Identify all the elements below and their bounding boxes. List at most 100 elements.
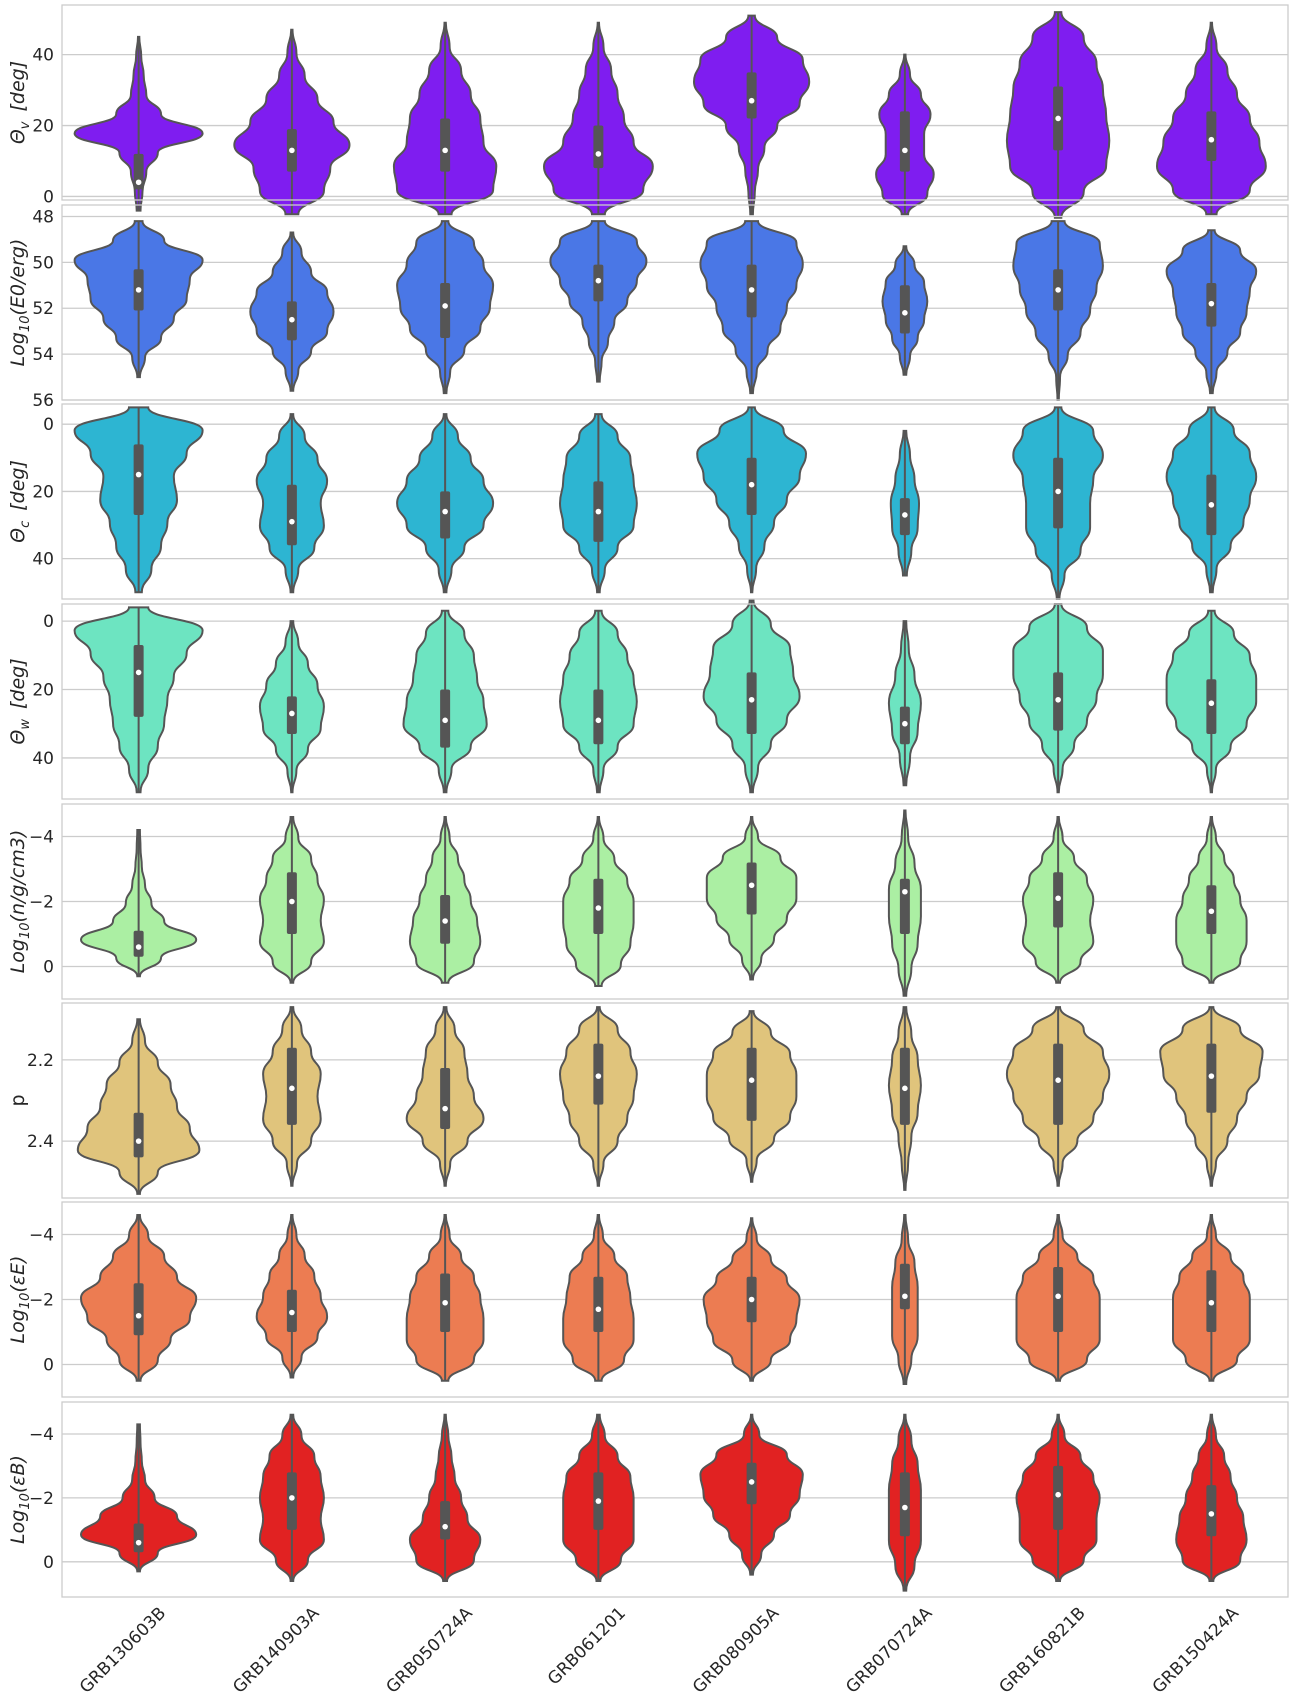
median-point [748, 696, 755, 703]
median-point [595, 1073, 602, 1079]
x-tick-label-GRB050724A: GRB050724A [382, 1603, 476, 1695]
iqr-box [133, 153, 144, 190]
y-tick-label: 50 [32, 253, 54, 273]
y-tick-label: 0 [43, 958, 54, 978]
iqr-box [1053, 1043, 1064, 1125]
median-point [135, 1312, 142, 1319]
y-tick-label: −2 [29, 1489, 54, 1509]
x-tick-label-GRB160821B: GRB160821B [995, 1603, 1089, 1695]
iqr-box [746, 862, 757, 915]
panel-7: 0 −2 −4 Log10(εE) [7, 1201, 1289, 1398]
panel-frame [61, 403, 1289, 600]
iqr-box [440, 491, 451, 539]
median-point [1208, 1073, 1215, 1079]
x-tick-label-GRB070724A: GRB070724A [842, 1603, 936, 1695]
panel-8: 0 −2 −4 Log10(εB) [7, 1401, 1289, 1598]
median-point [748, 1479, 755, 1485]
median-point [289, 898, 295, 905]
iqr-box [133, 1283, 144, 1336]
median-point [1055, 488, 1061, 495]
x-tick-label-GRB140903A: GRB140903A [229, 1603, 323, 1695]
y-tick-label: 0 [43, 1356, 54, 1376]
median-point [1055, 287, 1061, 293]
median-point [748, 287, 755, 293]
panel-frame [61, 803, 1289, 1000]
iqr-box [593, 125, 604, 169]
median-point [1055, 696, 1061, 703]
median-point [748, 97, 755, 104]
panel-frame [61, 1002, 1289, 1199]
iqr-box [133, 645, 144, 717]
panel-2: 48 50 52 54 56 Log10(E0/erg) [7, 204, 1289, 411]
median-point [595, 277, 602, 284]
panel-4: 0 20 40 Θw[deg] [7, 599, 1289, 800]
median-point [595, 905, 602, 911]
median-point [135, 287, 142, 293]
median-point [1208, 1299, 1215, 1306]
y-tick-label: 0 [43, 415, 54, 435]
median-point [902, 720, 908, 727]
median-point [442, 1299, 448, 1306]
y-axis-label: Θw[deg] [7, 658, 33, 744]
median-point [902, 147, 908, 154]
y-tick-label: 20 [32, 482, 54, 502]
median-point [902, 512, 908, 518]
median-point [442, 147, 448, 154]
median-point [442, 918, 448, 924]
iqr-box [133, 930, 144, 957]
median-point [1055, 115, 1061, 122]
y-axis-label: p [7, 1094, 29, 1106]
y-tick-label: 20 [32, 681, 54, 701]
iqr-box [440, 1068, 451, 1129]
iqr-box [899, 1263, 910, 1310]
median-point [135, 1539, 142, 1546]
median-point [289, 1085, 295, 1092]
y-tick-label: 40 [32, 46, 54, 66]
iqr-box [746, 72, 757, 119]
median-point [902, 1085, 908, 1092]
x-tick-label-GRB150424A: GRB150424A [1149, 1603, 1243, 1695]
x-tick-label-GRB130603B: GRB130603B [76, 1603, 170, 1695]
median-point [289, 1495, 295, 1501]
y-axis-label: Θv[deg] [7, 61, 33, 144]
median-point [902, 1504, 908, 1511]
y-tick-label: 40 [32, 550, 54, 570]
y-tick-label: 48 [32, 207, 54, 227]
median-point [135, 471, 142, 478]
median-point [1208, 1511, 1215, 1517]
median-point [289, 1309, 295, 1316]
median-point [289, 147, 295, 154]
y-axis-label: Log10(n/g/cm3) [7, 830, 33, 974]
median-point [289, 710, 295, 717]
panel-frame [61, 603, 1289, 800]
y-tick-label: 56 [32, 391, 54, 411]
y-tick-label: 40 [32, 749, 54, 769]
median-point [595, 151, 602, 157]
median-point [135, 669, 142, 676]
panel-3: 0 20 40 Θc[deg] [7, 403, 1289, 600]
iqr-box [1053, 1267, 1064, 1332]
y-tick-label: 0 [43, 187, 54, 207]
median-point [135, 179, 142, 186]
panel-frame [61, 1201, 1289, 1398]
iqr-box [440, 283, 451, 339]
median-point [135, 944, 142, 950]
median-point [748, 481, 755, 488]
median-point [135, 1138, 142, 1144]
median-point [1208, 700, 1215, 707]
y-tick-label: −2 [29, 893, 54, 913]
iqr-box [593, 1276, 604, 1332]
iqr-box [1206, 111, 1217, 161]
median-point [902, 1293, 908, 1300]
iqr-box [593, 689, 604, 745]
x-tick-label-GRB080905A: GRB080905A [689, 1603, 783, 1695]
median-point [1055, 1491, 1061, 1498]
median-point [902, 888, 908, 895]
y-tick-label: 20 [32, 117, 54, 137]
median-point [289, 316, 295, 323]
iqr-box [899, 878, 910, 934]
y-tick-label: −4 [29, 1425, 54, 1445]
y-tick-label: 2.2 [27, 1051, 54, 1071]
iqr-box [286, 1472, 297, 1530]
iqr-box [746, 1047, 757, 1121]
